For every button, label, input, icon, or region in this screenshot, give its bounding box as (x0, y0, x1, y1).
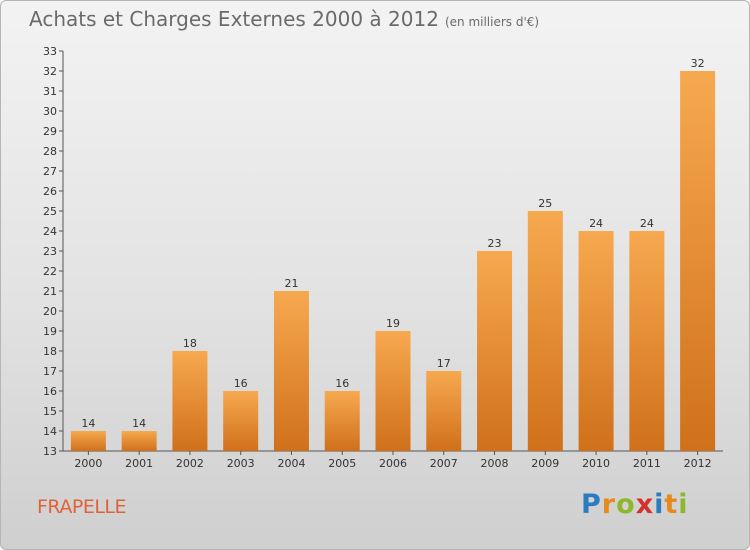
x-tick-label: 2008 (481, 457, 509, 470)
y-tick-label: 18 (43, 345, 57, 358)
y-tick-label: 13 (43, 445, 57, 458)
x-tick-label: 2000 (74, 457, 102, 470)
x-axis: 2000 2001 2002 2003 2004 2005 2006 2007 2008 2009… (63, 450, 723, 470)
unit-label: (en milliers d'€) (444, 15, 540, 29)
x-tick-label: 2001 (125, 457, 153, 470)
bar-value-label: 24 (640, 217, 654, 230)
bar-value-label: 16 (335, 377, 349, 390)
y-tick-label: 20 (43, 305, 57, 318)
bar (375, 331, 411, 451)
bar (426, 371, 462, 451)
bar (680, 71, 716, 451)
bar-value-label: 16 (234, 377, 248, 390)
bar (477, 251, 513, 451)
y-tick-label: 28 (43, 145, 57, 158)
bar-value-label: 23 (488, 237, 502, 250)
bar (578, 231, 614, 451)
y-tick-label: 32 (43, 65, 57, 78)
proxiti-logo[interactable]: Proxiti (581, 489, 689, 520)
logo-letter: t (664, 489, 679, 520)
x-tick-label: 2002 (176, 457, 204, 470)
y-tick-label: 21 (43, 285, 57, 298)
bar-value-label: 17 (437, 357, 451, 370)
x-tick-label: 2009 (531, 457, 559, 470)
bars: 14 14 18 16 21 16 19 17 23 25 24 24 32 (70, 57, 716, 451)
logo-letter: i (678, 489, 689, 520)
bar-value-label: 14 (132, 417, 146, 430)
bar-value-label: 18 (183, 337, 197, 350)
bar-value-label: 14 (81, 417, 95, 430)
x-tick-label: 2004 (277, 457, 305, 470)
chart-title: Achats et Charges Externes 2000 à 2012 (e… (29, 7, 539, 31)
x-tick-label: 2003 (227, 457, 255, 470)
y-axis: 13 14 15 16 17 18 19 20 21 22 23 24 25 26 27 28 29 30 31 32… (43, 45, 64, 458)
logo-letter: x (635, 489, 655, 520)
x-tick-label: 2011 (633, 457, 661, 470)
y-tick-label: 17 (43, 365, 57, 378)
logo-letter: r (601, 489, 617, 520)
y-tick-label: 16 (43, 385, 57, 398)
bar-value-label: 19 (386, 317, 400, 330)
bar (70, 431, 106, 451)
logo-letter: o (616, 489, 636, 520)
logo-letter: i (654, 489, 665, 520)
bar (527, 211, 563, 451)
title-text: Achats et Charges Externes 2000 à 2012 (29, 7, 439, 31)
y-tick-label: 27 (43, 165, 57, 178)
commune-name: FRAPELLE (37, 496, 127, 518)
bar (273, 291, 309, 451)
bar (324, 391, 360, 451)
y-tick-label: 14 (43, 425, 57, 438)
y-tick-label: 19 (43, 325, 57, 338)
x-tick-label: 2012 (684, 457, 712, 470)
y-tick-label: 30 (43, 105, 57, 118)
x-tick-label: 2005 (328, 457, 356, 470)
bar-value-label: 32 (691, 57, 705, 70)
y-tick-label: 24 (43, 225, 57, 238)
bar (172, 351, 208, 451)
y-tick-label: 15 (43, 405, 57, 418)
y-tick-label: 31 (43, 85, 57, 98)
x-tick-label: 2006 (379, 457, 407, 470)
bar (223, 391, 259, 451)
bar (629, 231, 665, 451)
bar-value-label: 21 (284, 277, 298, 290)
bar (121, 431, 157, 451)
bar-value-label: 25 (538, 197, 552, 210)
y-tick-label: 23 (43, 245, 57, 258)
bar-value-label: 24 (589, 217, 603, 230)
y-tick-label: 26 (43, 185, 57, 198)
y-tick-label: 33 (43, 45, 57, 58)
logo-letter: P (581, 489, 602, 520)
y-tick-label: 25 (43, 205, 57, 218)
x-tick-label: 2007 (430, 457, 458, 470)
y-tick-label: 29 (43, 125, 57, 138)
x-tick-label: 2010 (582, 457, 610, 470)
y-tick-label: 22 (43, 265, 57, 278)
